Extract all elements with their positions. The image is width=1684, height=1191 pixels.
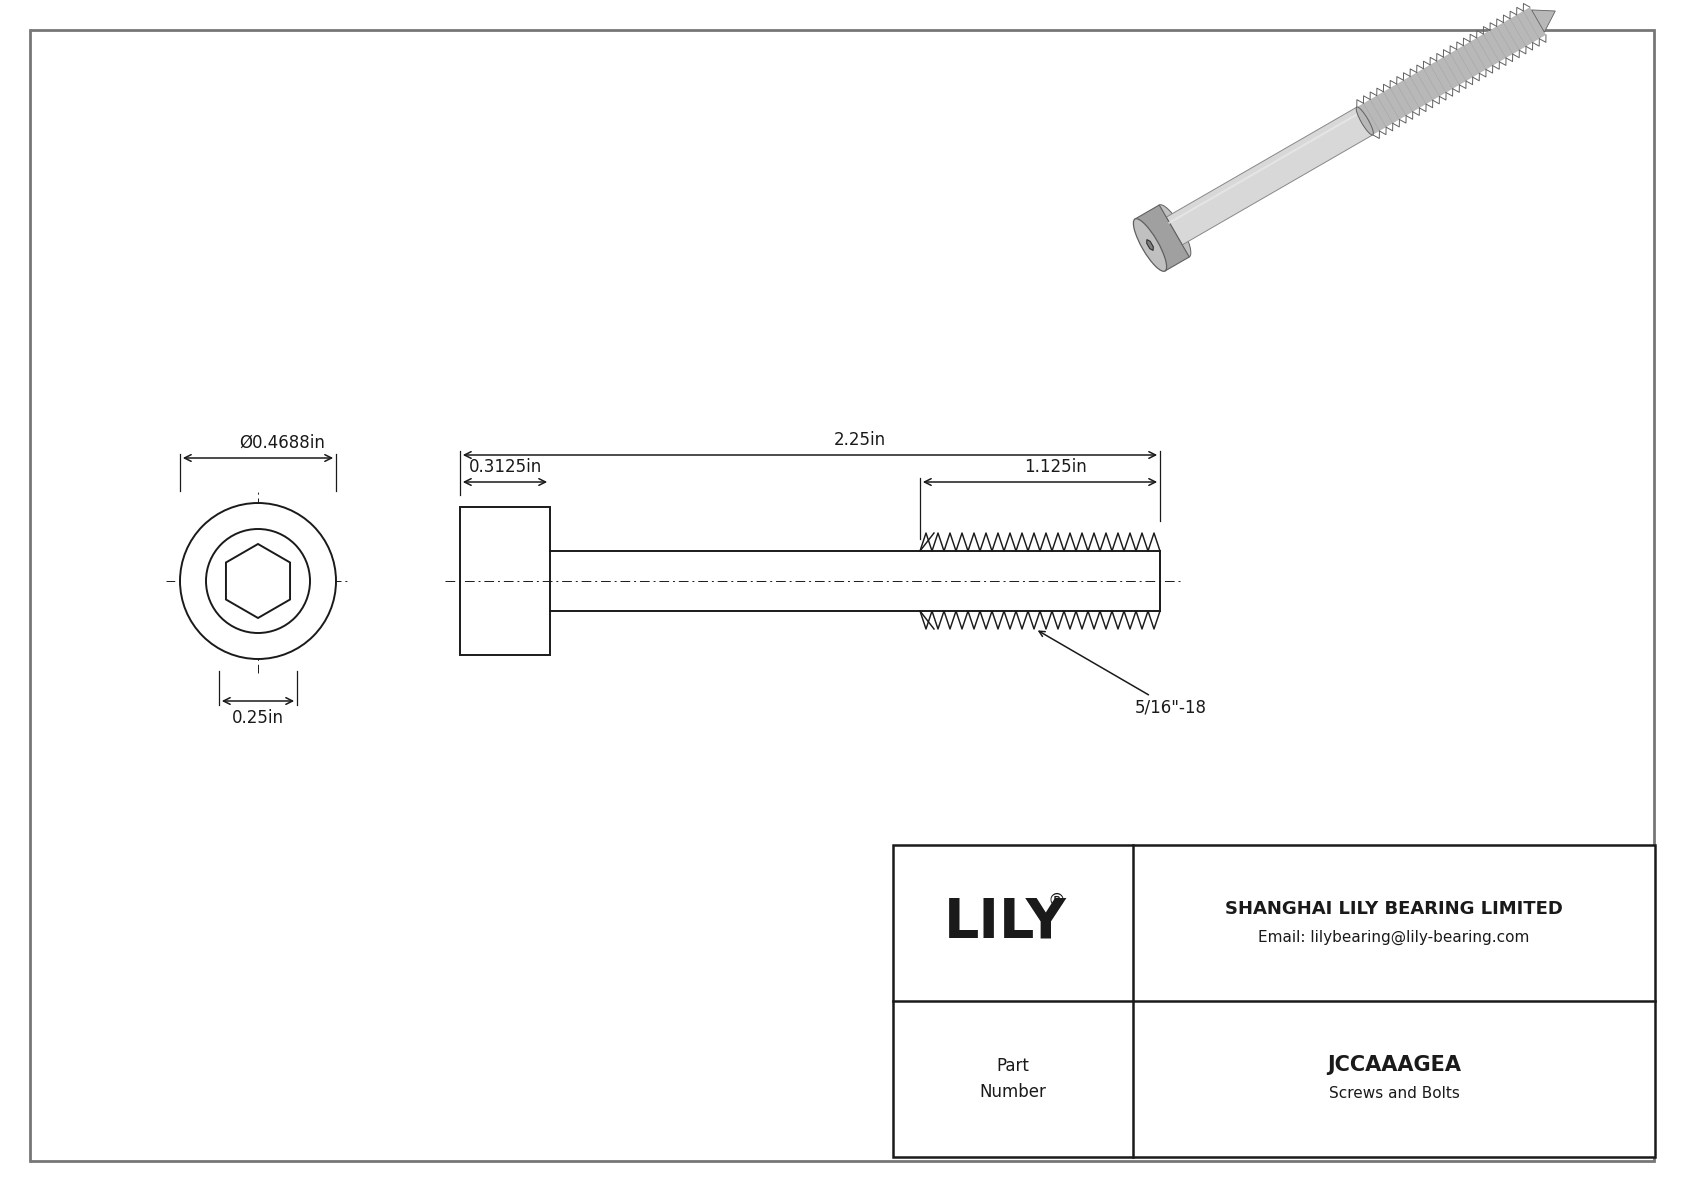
- Text: 0.25in: 0.25in: [232, 709, 285, 727]
- Text: 1.125in: 1.125in: [1024, 459, 1086, 476]
- Ellipse shape: [1133, 219, 1167, 272]
- Polygon shape: [1147, 239, 1154, 250]
- Text: ®: ®: [1047, 892, 1064, 910]
- Ellipse shape: [1356, 107, 1374, 135]
- Text: LILY: LILY: [943, 896, 1066, 950]
- Polygon shape: [1135, 205, 1189, 272]
- Text: Part
Number: Part Number: [980, 1056, 1046, 1102]
- Circle shape: [205, 529, 310, 632]
- Text: Email: lilybearing@lily-bearing.com: Email: lilybearing@lily-bearing.com: [1258, 929, 1529, 944]
- Text: Ø0.4688in: Ø0.4688in: [239, 434, 325, 453]
- Bar: [893, 844, 1655, 1156]
- Text: SHANGHAI LILY BEARING LIMITED: SHANGHAI LILY BEARING LIMITED: [1224, 900, 1563, 918]
- Polygon shape: [226, 544, 290, 618]
- Text: 0.3125in: 0.3125in: [468, 459, 542, 476]
- Bar: [893, 844, 1655, 1156]
- Polygon shape: [1357, 7, 1546, 135]
- Polygon shape: [1531, 10, 1556, 32]
- Bar: [460, 507, 551, 655]
- Ellipse shape: [1157, 205, 1191, 257]
- Bar: [919, 551, 1160, 611]
- Text: 5/16"-18: 5/16"-18: [1039, 631, 1207, 717]
- Bar: [551, 551, 919, 611]
- Text: JCCAAAGEA: JCCAAAGEA: [1327, 1055, 1462, 1075]
- Text: 2.25in: 2.25in: [834, 431, 886, 449]
- Text: Screws and Bolts: Screws and Bolts: [1329, 1085, 1460, 1100]
- Circle shape: [180, 503, 337, 659]
- Polygon shape: [1167, 107, 1372, 245]
- Bar: [460, 507, 551, 655]
